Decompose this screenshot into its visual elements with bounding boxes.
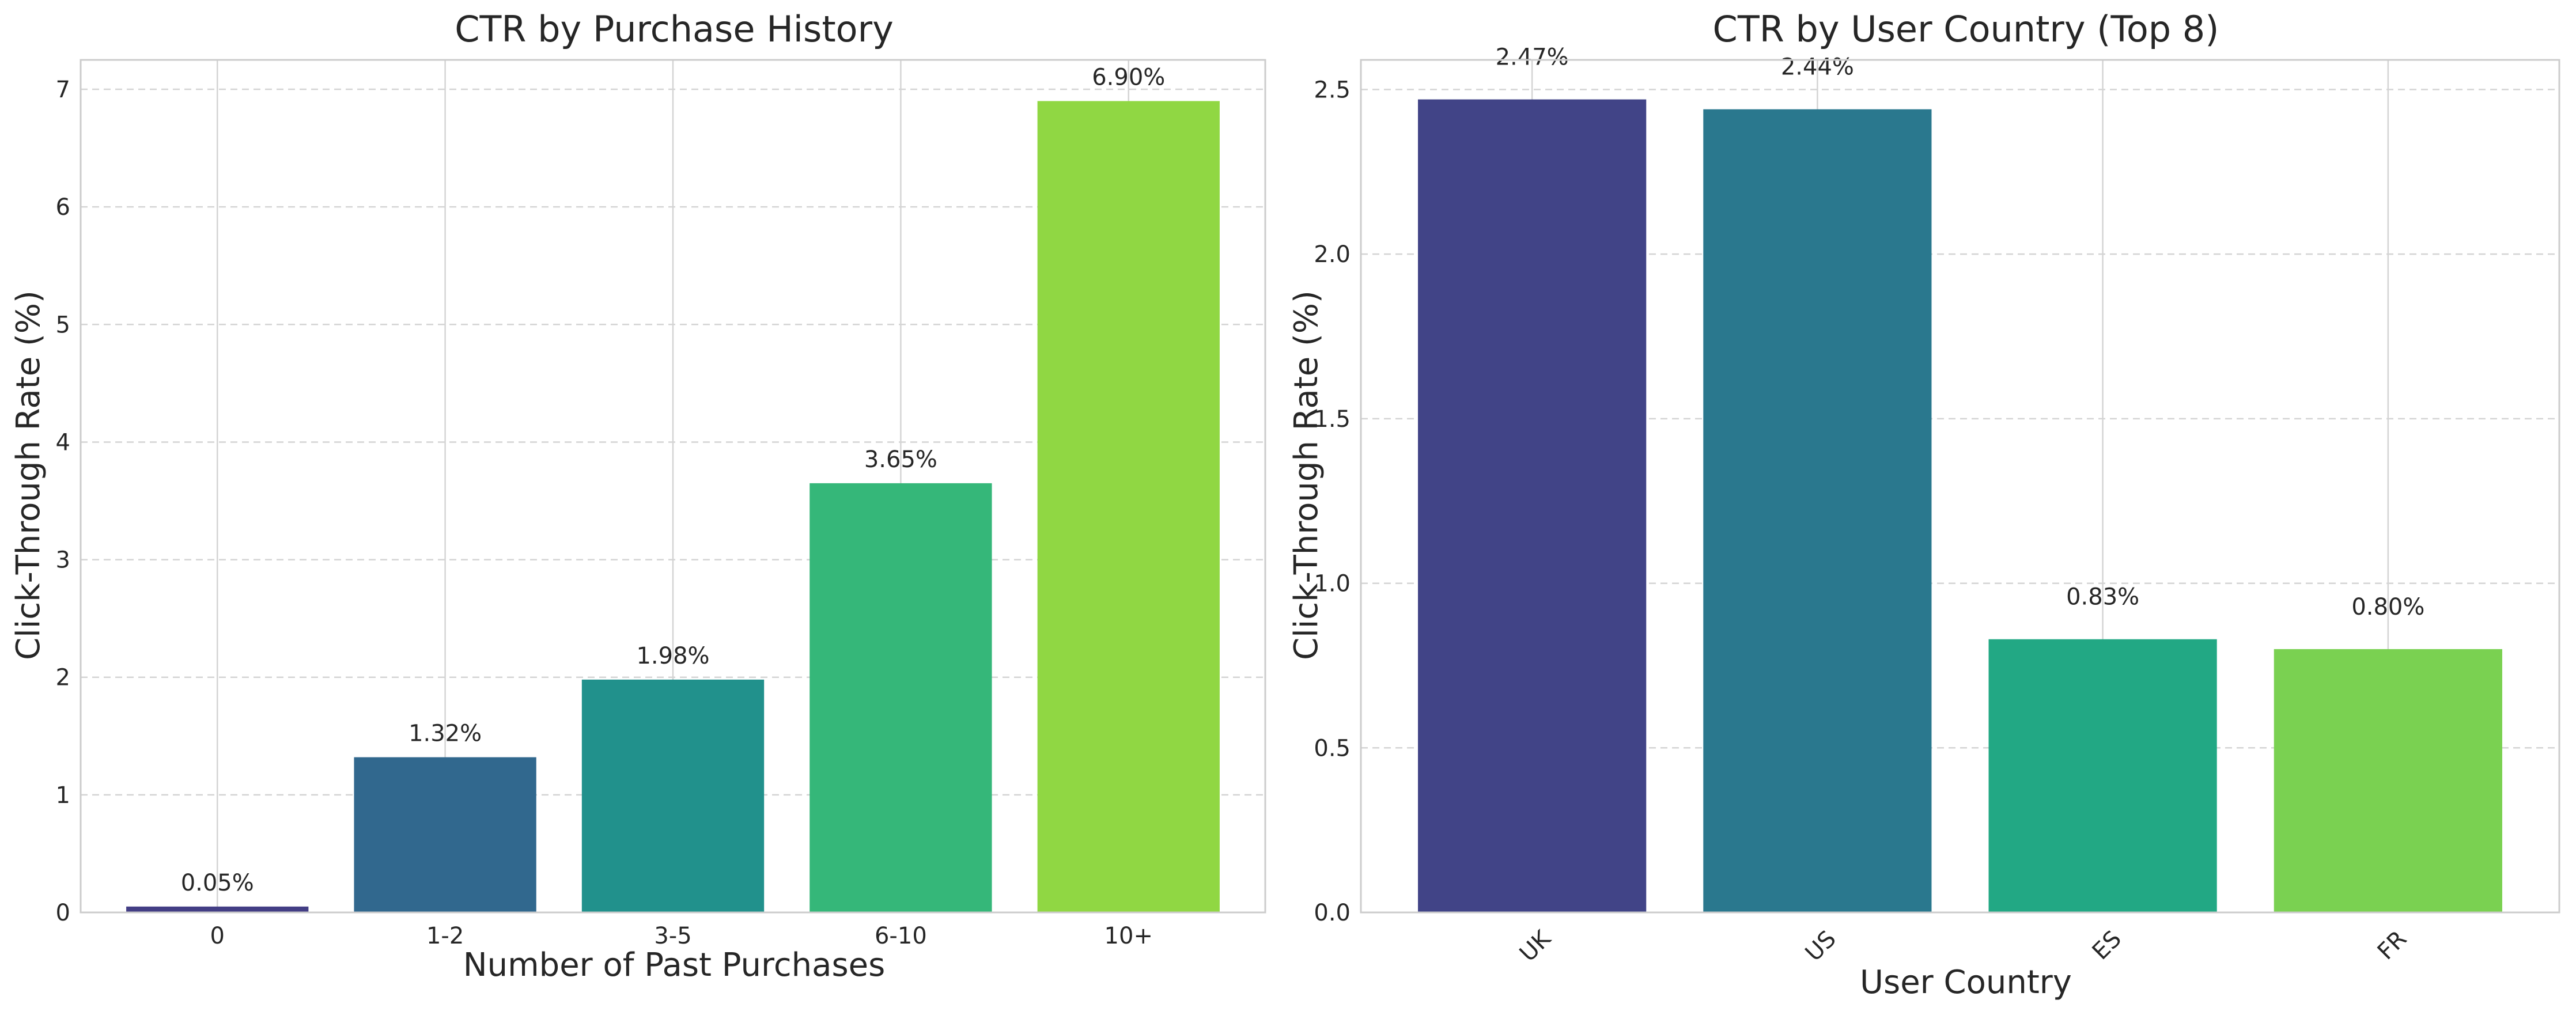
y-tick-label: 0 [56,900,70,926]
x-tick-label: 10+ [1104,923,1153,949]
data-label: 1.32% [408,721,482,747]
y-tick-label: 7 [56,77,70,103]
y-tick-label: 0.0 [1314,900,1351,926]
chart-purchase-history: CTR by Purchase History Click-Through Ra… [10,8,1266,984]
bar [581,679,765,912]
chart-title: CTR by Purchase History [455,8,894,50]
y-tick-label: 2.5 [1314,77,1351,103]
axes-frame [1360,59,2560,914]
plot-area: 0.00.51.01.52.02.52.47%UK2.44%US0.83%ES0… [1314,44,2560,967]
data-label: 0.80% [2351,594,2424,620]
x-tick-label: 3-5 [654,923,691,949]
data-label: 6.90% [1092,64,1165,90]
y-axis-label: Click-Through Rate (%) [10,290,47,660]
y-tick-label: 5 [56,312,70,338]
y-tick-label: 1.0 [1314,571,1351,597]
y-tick-label: 3 [56,547,70,574]
bar [354,757,536,912]
x-tick-label: 1-2 [426,923,464,949]
x-axis-label: User Country [1860,964,2072,1001]
axes-frame [80,59,1266,914]
data-label: 2.47% [1496,44,1569,71]
bar [1418,99,1647,913]
bar [1703,109,1932,913]
bar [2274,649,2502,912]
bar [126,906,309,912]
data-label: 3.65% [864,446,937,473]
data-label: 0.83% [2066,584,2139,611]
plot-area: 0 1 2 3 4 5 6 7 0.05% 0 1.32% 1-2 1.98% 3-5 3.65% 6-10 6… [56,59,1266,949]
x-tick-label: 6-10 [875,923,927,949]
x-axis-label: Number of Past Purchases [463,946,886,984]
bar [1037,101,1220,913]
y-tick-label: 1.5 [1314,406,1351,433]
chart-user-country: CTR by User Country (Top 8) Click-Throug… [1288,8,2560,1001]
data-label: 2.44% [1781,54,1854,81]
bar [810,483,992,912]
data-label: 0.05% [181,870,254,896]
bar [1988,639,2217,912]
data-label: 1.98% [636,643,709,669]
y-tick-label: 6 [56,194,70,221]
y-axis-label: Click-Through Rate (%) [1288,290,1325,660]
y-tick-label: 0.5 [1314,735,1351,762]
y-tick-label: 1 [56,782,70,809]
chart-title: CTR by User Country (Top 8) [1713,8,2219,50]
y-tick-label: 2 [56,665,70,691]
x-tick-label: 0 [210,923,225,949]
y-tick-label: 2.0 [1314,241,1351,268]
y-tick-label: 4 [56,429,70,456]
